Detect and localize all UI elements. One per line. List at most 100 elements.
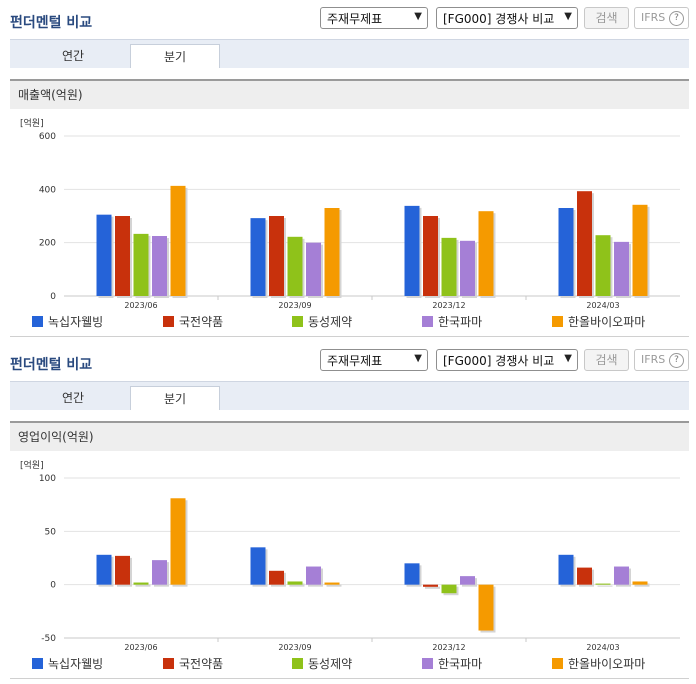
x-tick-label: 2024/03 <box>586 643 619 652</box>
question-circle-icon: ? <box>669 11 684 26</box>
bar-series-3[interactable] <box>441 237 457 296</box>
bar-series-2[interactable] <box>269 216 284 296</box>
bar-shadow <box>425 586 440 589</box>
section-divider <box>10 678 689 679</box>
bar-series-4[interactable] <box>152 560 167 585</box>
tab-quarterly[interactable]: 분기 <box>130 386 220 410</box>
bar-series-2[interactable] <box>423 216 438 296</box>
legend-item[interactable]: 녹십자웰빙 <box>32 313 103 330</box>
bar-series-2[interactable] <box>423 584 438 587</box>
legend-label: 한올바이오파마 <box>568 315 646 329</box>
bar-series-2[interactable] <box>115 216 130 296</box>
legend-item[interactable]: 녹십자웰빙 <box>32 655 103 672</box>
legend-label: 한올바이오파마 <box>568 657 646 671</box>
legend-swatch <box>32 658 43 669</box>
x-tick-label: 2023/06 <box>124 301 157 310</box>
tab-quarterly[interactable]: 분기 <box>130 44 220 68</box>
section-divider <box>10 336 689 337</box>
bar-series-4[interactable] <box>460 240 475 296</box>
bar-series-4[interactable] <box>614 241 629 296</box>
chevron-down-icon: ▼ <box>564 11 572 22</box>
bar-series-5[interactable] <box>632 581 648 585</box>
bar-series-1[interactable] <box>404 563 420 585</box>
bar-series-1[interactable] <box>250 547 266 585</box>
peer-group-select[interactable]: [FG000] 경쟁사 비교 ▼ <box>436 349 578 371</box>
y-tick-label: -50 <box>41 634 56 644</box>
y-tick-label: 0 <box>50 581 56 591</box>
bar-series-4[interactable] <box>152 236 167 296</box>
bar-series-4[interactable] <box>306 566 321 585</box>
bar-series-3[interactable] <box>133 233 149 296</box>
legend-item[interactable]: 한국파마 <box>422 313 482 330</box>
bar-series-3[interactable] <box>287 581 303 585</box>
bar-series-5[interactable] <box>324 582 340 585</box>
bar-shadow <box>326 584 342 587</box>
bar-series-5[interactable] <box>170 185 186 296</box>
ifrs-label: IFRS <box>641 11 666 24</box>
bar-shadow <box>135 584 151 587</box>
legend-item[interactable]: 동성제약 <box>292 655 352 672</box>
x-tick-label: 2023/06 <box>124 643 157 652</box>
chevron-down-icon: ▼ <box>414 353 422 364</box>
bar-series-5[interactable] <box>478 211 494 296</box>
period-tabs: 연간 분기 <box>10 39 689 68</box>
legend-label: 동성제약 <box>308 315 353 329</box>
metric-title: 영업이익(억원) <box>10 421 689 451</box>
bar-series-3[interactable] <box>287 236 303 296</box>
bar-series-5[interactable] <box>324 208 340 296</box>
bar-shadow <box>634 583 650 587</box>
statement-type-select[interactable]: 주재무제표 ▼ <box>320 349 428 371</box>
legend-label: 녹십자웰빙 <box>48 657 104 671</box>
legend-label: 한국파마 <box>438 657 483 671</box>
bar-series-1[interactable] <box>250 218 266 296</box>
bar-series-3[interactable] <box>133 582 149 585</box>
legend-item[interactable]: 동성제약 <box>292 313 352 330</box>
tab-annual[interactable]: 연간 <box>61 391 85 405</box>
y-tick-label: 600 <box>39 132 56 142</box>
legend-swatch <box>163 316 174 327</box>
statement-type-select[interactable]: 주재무제표 ▼ <box>320 7 428 29</box>
bar-series-1[interactable] <box>96 214 112 296</box>
legend-label: 한국파마 <box>438 315 483 329</box>
bar-series-3[interactable] <box>595 235 611 296</box>
bar-series-3[interactable] <box>595 583 611 585</box>
legend-item[interactable]: 한올바이오파마 <box>552 655 645 672</box>
legend-item[interactable]: 한국파마 <box>422 655 482 672</box>
bar-series-4[interactable] <box>614 566 629 585</box>
bar-series-2[interactable] <box>269 570 284 585</box>
bar-series-1[interactable] <box>558 554 574 585</box>
bar-series-1[interactable] <box>558 208 574 296</box>
search-button[interactable]: 검색 <box>584 349 629 371</box>
legend-item[interactable]: 한올바이오파마 <box>552 313 645 330</box>
bar-series-1[interactable] <box>404 205 420 296</box>
y-unit-label: [억원] <box>20 459 44 471</box>
ifrs-help-button[interactable]: IFRS ? <box>634 349 689 371</box>
section-title: 펀더멘털 비교 <box>10 357 93 373</box>
bar-series-3[interactable] <box>441 584 457 594</box>
ifrs-label: IFRS <box>641 353 666 366</box>
legend-swatch <box>422 658 433 669</box>
bar-series-1[interactable] <box>96 554 112 585</box>
legend-item[interactable]: 국전약품 <box>163 655 223 672</box>
bar-series-5[interactable] <box>170 498 186 585</box>
tab-annual[interactable]: 연간 <box>61 49 85 63</box>
operating-income-bar-chart: [억원] -50 0 50 100 2023/06 2023/09 2023/12 2024/0… <box>20 459 680 652</box>
legend-label: 국전약품 <box>179 657 224 671</box>
search-button[interactable]: 검색 <box>584 7 629 29</box>
bar-series-4[interactable] <box>306 242 321 296</box>
bar-series-2[interactable] <box>577 191 592 296</box>
x-tick-label: 2023/12 <box>432 643 465 652</box>
chevron-down-icon: ▼ <box>564 353 572 364</box>
legend-item[interactable]: 국전약품 <box>163 313 223 330</box>
peer-group-select[interactable]: [FG000] 경쟁사 비교 ▼ <box>436 7 578 29</box>
bar-series-4[interactable] <box>460 576 475 585</box>
legend-label: 녹십자웰빙 <box>48 315 104 329</box>
x-tick-label: 2024/03 <box>586 301 619 310</box>
section-header: 펀더멘털 비교 주재무제표 ▼ [FG000] 경쟁사 비교 ▼ 검색 IFRS… <box>0 0 696 36</box>
bar-series-5[interactable] <box>478 584 494 631</box>
bar-series-2[interactable] <box>115 555 130 585</box>
bar-series-5[interactable] <box>632 204 648 296</box>
statement-type-value: 주재무제표 <box>327 12 383 26</box>
ifrs-help-button[interactable]: IFRS ? <box>634 7 689 29</box>
bar-series-2[interactable] <box>577 567 592 585</box>
